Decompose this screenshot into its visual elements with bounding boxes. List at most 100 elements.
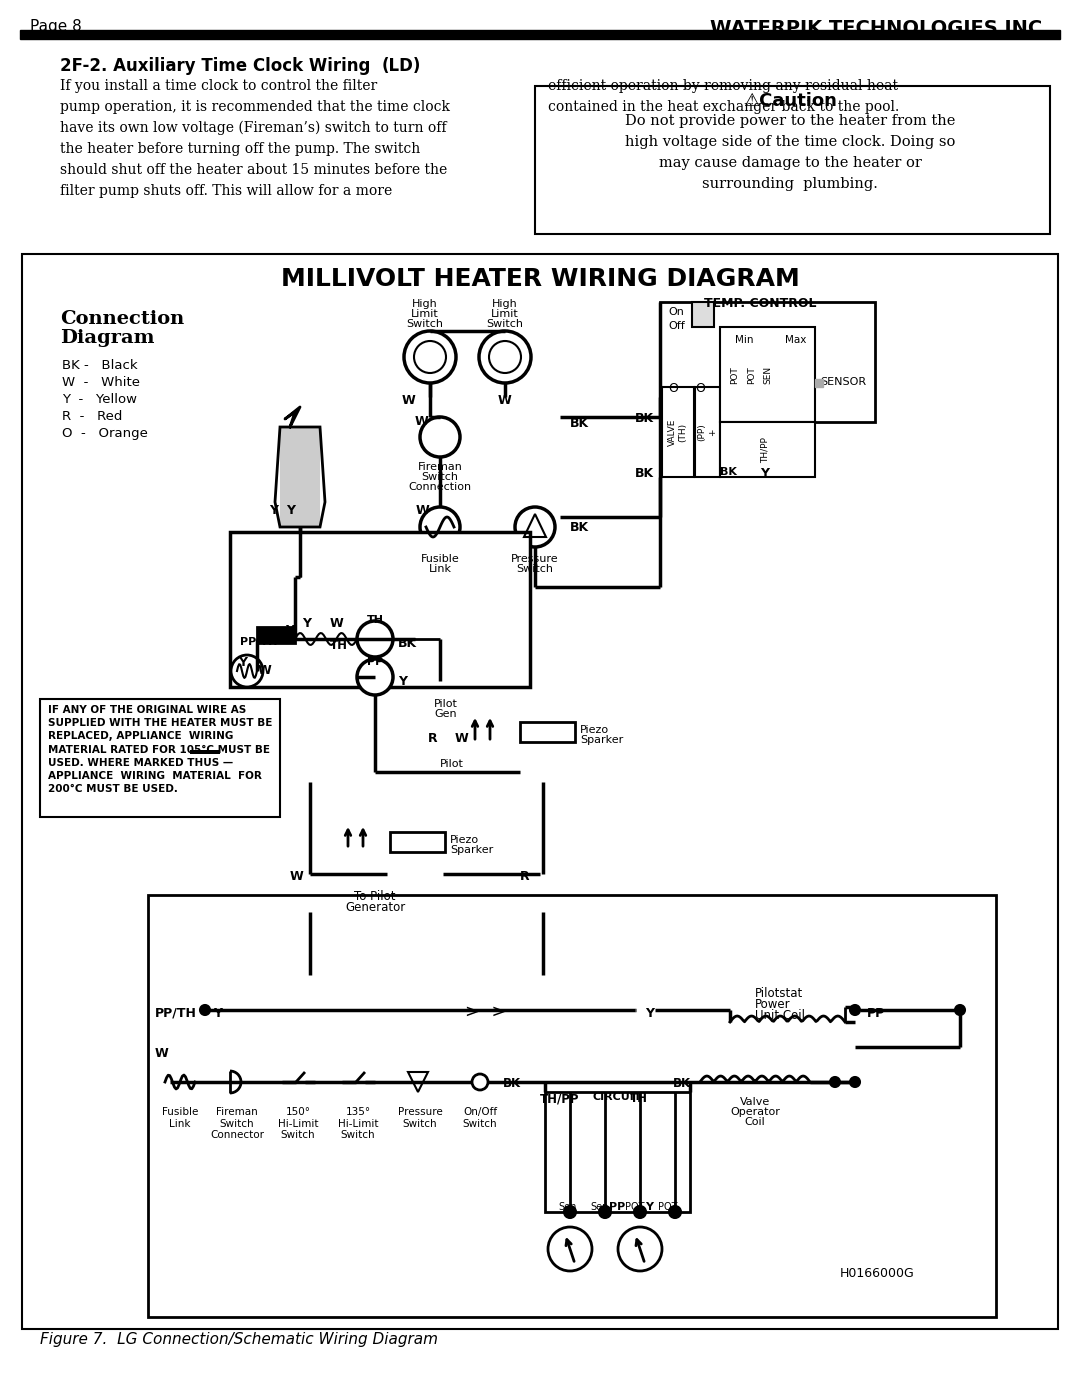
Text: Piezo: Piezo — [450, 835, 480, 845]
Text: PP: PP — [609, 1201, 625, 1213]
Circle shape — [420, 416, 460, 457]
Text: On: On — [669, 307, 684, 317]
Circle shape — [634, 1206, 646, 1218]
Bar — [148, 895, 996, 1317]
Text: W  -   White: W - White — [62, 376, 140, 388]
Bar — [22, 254, 1058, 1329]
Circle shape — [669, 1206, 681, 1218]
Text: W: W — [156, 1046, 168, 1060]
Text: TH/PP: TH/PP — [760, 437, 769, 462]
Circle shape — [599, 1206, 611, 1218]
Bar — [692, 302, 714, 327]
Text: Off: Off — [669, 321, 685, 331]
Text: BK: BK — [399, 637, 417, 650]
Text: Max: Max — [785, 335, 807, 345]
Circle shape — [548, 1227, 592, 1271]
Circle shape — [515, 507, 555, 548]
Text: W: W — [416, 504, 430, 517]
Text: Do not provide power to the heater from the: Do not provide power to the heater from … — [625, 115, 955, 129]
Text: Power: Power — [755, 997, 791, 1011]
Text: Gen: Gen — [434, 710, 457, 719]
Text: (PP)
+: (PP) + — [698, 423, 717, 441]
Circle shape — [357, 622, 393, 657]
Text: Y: Y — [238, 657, 247, 669]
Text: If you install a time clock to control the filter: If you install a time clock to control t… — [60, 80, 377, 94]
Text: TH: TH — [630, 1092, 648, 1105]
Text: Sparker: Sparker — [580, 735, 623, 745]
Text: Switch: Switch — [421, 472, 459, 482]
Bar — [519, 722, 575, 742]
Circle shape — [357, 659, 393, 694]
Text: W: W — [291, 870, 303, 883]
Bar — [720, 422, 815, 476]
Text: have its own low voltage (Fireman’s) switch to turn off: have its own low voltage (Fireman’s) swi… — [60, 122, 446, 136]
Text: the heater before turning off the pump. The switch: the heater before turning off the pump. … — [60, 142, 420, 156]
Text: Link: Link — [429, 564, 451, 574]
Text: (LD): (LD) — [382, 57, 421, 75]
Circle shape — [746, 332, 794, 381]
Circle shape — [404, 331, 456, 383]
Text: filter pump shuts off. This will allow for a more: filter pump shuts off. This will allow f… — [60, 184, 392, 198]
Circle shape — [955, 1004, 966, 1016]
Text: POT: POT — [730, 366, 740, 384]
Text: PP: PP — [367, 657, 383, 666]
Text: W: W — [498, 394, 512, 407]
Text: Y: Y — [760, 467, 769, 481]
Text: CIRCUIT: CIRCUIT — [592, 1092, 642, 1102]
Text: Pilot: Pilot — [440, 759, 464, 768]
Text: BK -   Black: BK - Black — [62, 359, 137, 372]
Text: >  >: > > — [465, 1003, 507, 1021]
Text: BK: BK — [570, 521, 589, 534]
Text: surrounding  plumbing.: surrounding plumbing. — [702, 177, 878, 191]
Circle shape — [414, 341, 446, 373]
Text: Y: Y — [285, 624, 294, 637]
Text: PP/TH: PP/TH — [240, 637, 278, 647]
Text: Generator: Generator — [345, 901, 405, 914]
Text: efficient operation by removing any residual heat: efficient operation by removing any resi… — [548, 80, 897, 94]
Text: Y  -   Yellow: Y - Yellow — [62, 393, 137, 407]
Text: TH: TH — [366, 615, 383, 624]
Text: W: W — [455, 732, 469, 745]
Text: O  -   Orange: O - Orange — [62, 427, 148, 440]
Text: Sen: Sen — [558, 1201, 577, 1213]
Text: contained in the heat exchanger back to the pool.: contained in the heat exchanger back to … — [548, 101, 900, 115]
Text: Connection: Connection — [408, 482, 472, 492]
Text: Fusible
Link: Fusible Link — [162, 1106, 199, 1129]
Text: Y: Y — [302, 617, 311, 630]
Text: Min: Min — [735, 335, 754, 345]
Text: SEN: SEN — [764, 366, 772, 384]
Text: Pressure
Switch: Pressure Switch — [397, 1106, 443, 1129]
Text: VALVE
(TH): VALVE (TH) — [669, 418, 688, 446]
Text: W: W — [258, 664, 272, 678]
Text: Y: Y — [269, 504, 278, 517]
Text: may cause damage to the heater or: may cause damage to the heater or — [659, 156, 921, 170]
Text: POT: POT — [625, 1201, 645, 1213]
Bar — [545, 1092, 690, 1213]
Circle shape — [420, 507, 460, 548]
Text: W: W — [402, 394, 416, 407]
Text: Fireman
Switch
Connector: Fireman Switch Connector — [210, 1106, 264, 1140]
Circle shape — [831, 1077, 840, 1087]
Text: Limit: Limit — [491, 309, 518, 319]
Text: SENSOR: SENSOR — [820, 377, 866, 387]
Text: IF ANY OF THE ORIGINAL WIRE AS
SUPPLIED WITH THE HEATER MUST BE
REPLACED, APPLIA: IF ANY OF THE ORIGINAL WIRE AS SUPPLIED … — [48, 705, 272, 795]
Text: Fusible: Fusible — [420, 555, 459, 564]
Text: BK: BK — [720, 467, 737, 476]
Text: MILLIVOLT HEATER WIRING DIAGRAM: MILLIVOLT HEATER WIRING DIAGRAM — [281, 267, 799, 291]
Text: BK: BK — [635, 467, 654, 481]
Text: Figure 7.  LG Connection/Schematic Wiring Diagram: Figure 7. LG Connection/Schematic Wiring… — [40, 1331, 438, 1347]
Bar — [660, 302, 875, 422]
Text: TH/PP: TH/PP — [540, 1092, 580, 1105]
Text: Sen: Sen — [590, 1201, 608, 1213]
Text: PP: PP — [867, 1007, 886, 1020]
Bar — [662, 387, 694, 476]
Bar — [696, 387, 720, 476]
Text: BK: BK — [635, 412, 654, 425]
Circle shape — [564, 1206, 576, 1218]
Text: PP/TH: PP/TH — [156, 1007, 197, 1020]
Text: BK: BK — [570, 416, 589, 430]
Text: BK: BK — [673, 1077, 691, 1090]
Text: O: O — [669, 381, 678, 395]
Text: W: W — [415, 415, 429, 427]
Circle shape — [480, 331, 531, 383]
